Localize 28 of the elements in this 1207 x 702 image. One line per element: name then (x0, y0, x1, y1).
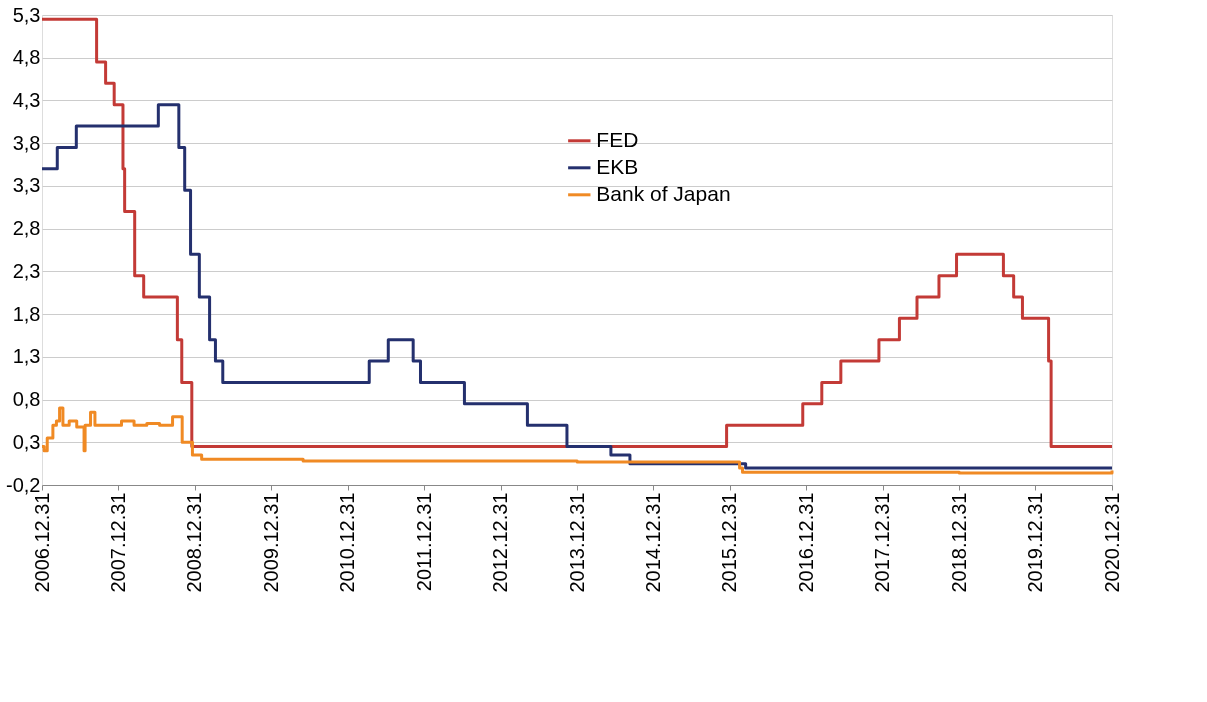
x-tick-label: 2019.12.31 (1023, 492, 1046, 593)
x-tick-label: 2007.12.31 (106, 492, 129, 593)
y-tick-label: 1,3 (12, 345, 41, 368)
x-tick-label: 2018.12.31 (947, 492, 970, 593)
x-tick-label: 2020.12.31 (1100, 492, 1123, 593)
y-tick-label: 4,3 (12, 88, 41, 111)
x-tick-label: 2015.12.31 (718, 492, 741, 593)
x-tick-label: 2013.12.31 (565, 492, 588, 593)
legend-label: FED (596, 127, 639, 151)
y-tick-label: 0,8 (12, 388, 41, 411)
legend-label: Bank of Japan (596, 181, 731, 205)
x-tick-label: 2008.12.31 (183, 492, 206, 593)
y-tick-label: 5,3 (12, 3, 41, 26)
x-tick-label: 2009.12.31 (259, 492, 282, 593)
x-tick-label: 2011.12.31 (412, 492, 435, 592)
x-tick-label: 2012.12.31 (489, 492, 512, 593)
legend-label: EKB (596, 154, 639, 178)
y-tick-label: 0,3 (12, 430, 41, 453)
x-tick-label: 2017.12.31 (871, 492, 894, 593)
y-tick-label: 4,8 (12, 46, 41, 69)
y-tick-label: 3,3 (12, 174, 41, 197)
y-tick-label: 1,8 (12, 302, 41, 325)
y-tick-label: 2,3 (12, 259, 41, 282)
y-tick-label: 3,8 (12, 131, 41, 154)
x-tick-label: 2014.12.31 (641, 492, 664, 593)
x-tick-label: 2010.12.31 (336, 492, 359, 593)
y-tick-label: 2,8 (12, 217, 41, 240)
x-tick-label: 2016.12.31 (794, 492, 817, 593)
